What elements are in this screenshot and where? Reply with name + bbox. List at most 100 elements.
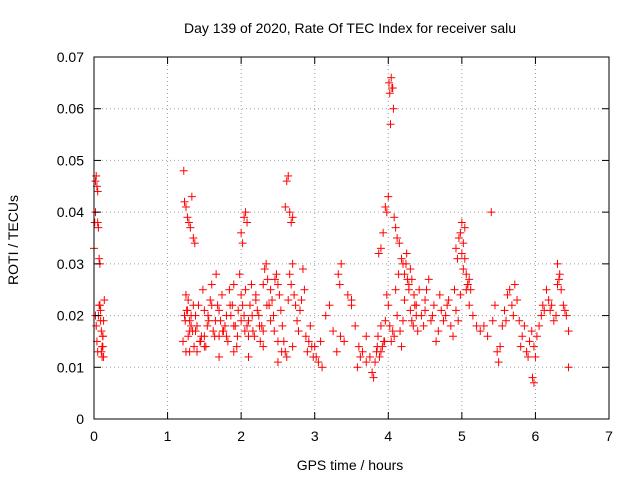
data-point — [233, 332, 242, 341]
data-point — [496, 342, 505, 351]
data-point — [222, 311, 231, 320]
data-point — [321, 311, 330, 320]
data-point — [95, 254, 104, 263]
data-point — [537, 311, 546, 320]
data-point — [193, 347, 201, 356]
data-point — [490, 301, 499, 310]
data-point — [365, 352, 374, 361]
data-point — [451, 306, 460, 315]
data-point — [288, 213, 297, 222]
x-tick-label: 7 — [605, 428, 613, 444]
data-point — [288, 342, 297, 351]
data-point — [180, 197, 189, 206]
data-point — [428, 311, 437, 320]
data-point — [96, 306, 105, 315]
data-point — [268, 296, 277, 305]
data-point — [384, 301, 393, 310]
data-point — [413, 327, 422, 336]
data-point — [284, 171, 293, 180]
data-point — [218, 327, 227, 336]
data-point — [277, 347, 286, 356]
data-point — [93, 187, 102, 196]
data-point — [100, 296, 109, 305]
data-point — [444, 296, 453, 305]
data-point — [296, 306, 304, 315]
data-point — [456, 290, 465, 299]
data-point — [245, 301, 254, 310]
data-point — [522, 347, 531, 356]
data-point — [336, 332, 345, 341]
x-tick-label: 6 — [532, 428, 540, 444]
data-point — [318, 363, 327, 372]
data-point — [181, 202, 190, 211]
data-point — [240, 311, 249, 320]
data-point — [520, 321, 529, 330]
data-point — [406, 265, 415, 274]
data-point — [93, 347, 102, 356]
x-tick-label: 3 — [311, 428, 319, 444]
data-point — [262, 301, 271, 310]
y-axis-label: ROTI / TECUs — [5, 195, 21, 285]
data-point — [259, 280, 268, 289]
data-point — [282, 352, 291, 361]
data-point — [240, 213, 249, 222]
data-point — [376, 321, 385, 330]
data-point — [374, 249, 383, 258]
data-point — [184, 218, 193, 227]
data-point — [384, 192, 393, 201]
y-tick-label: 0.03 — [57, 256, 84, 272]
data-point — [223, 337, 232, 346]
data-point — [376, 244, 385, 253]
data-point — [237, 316, 246, 325]
data-point — [424, 275, 433, 284]
data-point — [285, 270, 294, 279]
data-point — [306, 321, 315, 330]
data-point — [544, 296, 553, 305]
data-point — [410, 290, 419, 299]
data-point — [301, 332, 310, 341]
data-point — [472, 321, 481, 330]
data-point — [531, 352, 540, 361]
data-point — [262, 259, 271, 268]
data-point — [493, 347, 502, 356]
data-point — [259, 327, 268, 336]
data-point — [459, 239, 468, 248]
data-point — [204, 311, 213, 320]
data-point — [390, 213, 399, 222]
data-point — [500, 306, 509, 315]
data-point — [379, 337, 388, 346]
data-point — [97, 327, 106, 336]
data-point — [215, 332, 224, 341]
data-point — [505, 285, 514, 294]
data-point — [273, 280, 282, 289]
data-point — [441, 311, 450, 320]
data-point — [94, 223, 103, 232]
data-point — [393, 311, 402, 320]
data-point — [220, 321, 229, 330]
data-point — [187, 321, 196, 330]
data-point — [237, 290, 246, 299]
data-point — [314, 358, 323, 367]
data-point — [557, 285, 566, 294]
data-point — [529, 378, 538, 387]
data-point — [437, 306, 446, 315]
data-point — [429, 301, 438, 310]
data-point — [382, 290, 391, 299]
data-point — [507, 301, 516, 310]
data-point — [207, 301, 216, 310]
data-point — [266, 316, 275, 325]
data-point — [187, 192, 196, 201]
data-point — [353, 363, 362, 372]
data-point — [93, 218, 102, 227]
data-point — [387, 337, 396, 346]
y-tick-label: 0.06 — [57, 101, 84, 117]
data-point — [180, 311, 189, 320]
data-point — [510, 280, 519, 289]
data-point — [432, 337, 441, 346]
data-point — [304, 337, 313, 346]
data-point — [460, 254, 469, 263]
x-tick-label: 5 — [458, 428, 466, 444]
data-point — [253, 306, 262, 315]
data-point — [402, 249, 411, 258]
